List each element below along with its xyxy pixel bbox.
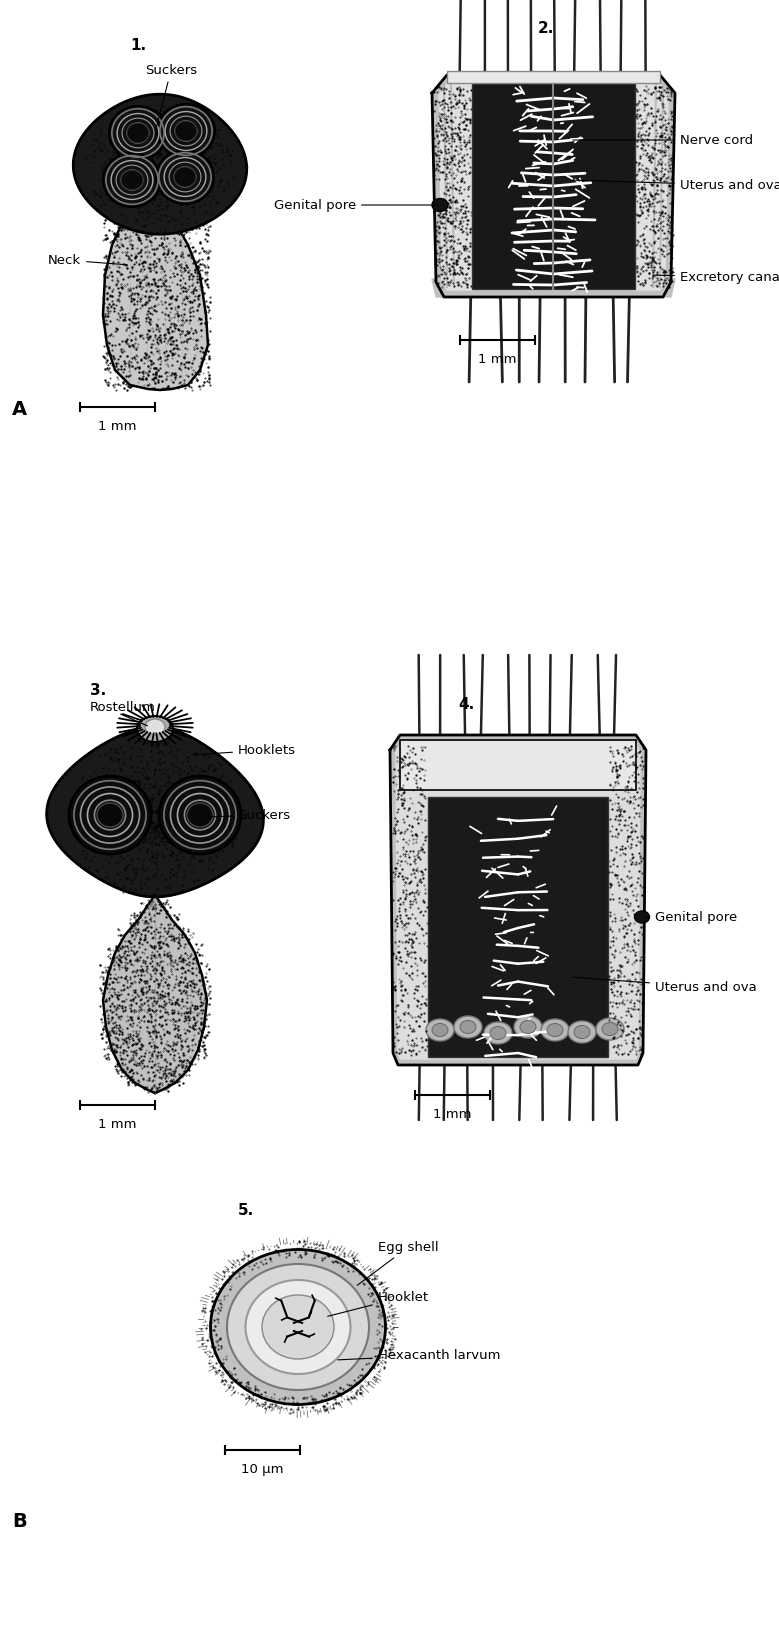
Text: Genital pore: Genital pore: [645, 911, 737, 924]
Ellipse shape: [454, 1015, 482, 1038]
Text: A: A: [12, 401, 27, 419]
Text: Genital pore: Genital pore: [273, 198, 437, 211]
Text: 10 μm: 10 μm: [241, 1463, 284, 1476]
Text: Excretory canal: Excretory canal: [653, 270, 779, 283]
Ellipse shape: [103, 154, 161, 208]
Polygon shape: [103, 894, 207, 1094]
Text: Uterus and ova: Uterus and ova: [573, 978, 756, 994]
Ellipse shape: [109, 106, 167, 160]
Ellipse shape: [127, 123, 149, 142]
Polygon shape: [73, 95, 247, 234]
Ellipse shape: [262, 1295, 334, 1359]
Ellipse shape: [145, 719, 165, 736]
Ellipse shape: [187, 803, 213, 827]
Bar: [472, 83, 635, 289]
Ellipse shape: [602, 1022, 618, 1035]
Text: 1 mm: 1 mm: [433, 1109, 472, 1122]
Text: 1.: 1.: [130, 38, 146, 52]
Text: Suckers: Suckers: [208, 808, 290, 821]
Ellipse shape: [460, 1020, 476, 1033]
Bar: [447, 70, 660, 83]
Ellipse shape: [137, 716, 173, 742]
Ellipse shape: [635, 911, 650, 924]
Ellipse shape: [574, 1025, 590, 1038]
Text: Suckers: Suckers: [145, 64, 197, 131]
Ellipse shape: [174, 167, 196, 186]
Ellipse shape: [210, 1249, 386, 1404]
Text: Rostellum: Rostellum: [90, 701, 156, 714]
Ellipse shape: [69, 777, 151, 853]
Ellipse shape: [227, 1264, 369, 1390]
Ellipse shape: [490, 1027, 506, 1040]
Text: 4.: 4.: [458, 697, 474, 711]
Ellipse shape: [568, 1020, 596, 1043]
Ellipse shape: [596, 1019, 624, 1040]
Text: 1 mm: 1 mm: [98, 1118, 137, 1131]
Polygon shape: [432, 75, 675, 298]
Text: 3.: 3.: [90, 683, 106, 698]
Text: Nerve cord: Nerve cord: [573, 134, 753, 147]
Ellipse shape: [520, 1020, 536, 1033]
Ellipse shape: [514, 1015, 542, 1038]
Ellipse shape: [484, 1022, 512, 1045]
Text: 1 mm: 1 mm: [478, 353, 516, 366]
Polygon shape: [432, 280, 675, 298]
Text: 5.: 5.: [238, 1203, 254, 1218]
Ellipse shape: [541, 1019, 569, 1041]
Bar: [400, 741, 636, 790]
Polygon shape: [103, 185, 208, 391]
Ellipse shape: [97, 803, 123, 827]
Ellipse shape: [245, 1280, 351, 1373]
Ellipse shape: [159, 777, 241, 853]
Polygon shape: [390, 736, 646, 1064]
Text: Hooklets: Hooklets: [192, 744, 296, 757]
Text: Uterus and ova: Uterus and ova: [573, 178, 779, 191]
Ellipse shape: [547, 1024, 563, 1037]
Ellipse shape: [121, 170, 143, 190]
Polygon shape: [47, 728, 263, 898]
Ellipse shape: [432, 198, 448, 211]
Text: Hexacanth larvum: Hexacanth larvum: [338, 1349, 500, 1362]
Bar: [428, 796, 608, 1056]
Polygon shape: [396, 741, 640, 1059]
Text: 1 mm: 1 mm: [98, 420, 137, 433]
Ellipse shape: [426, 1019, 454, 1041]
Text: Egg shell: Egg shell: [358, 1241, 439, 1285]
Ellipse shape: [157, 105, 215, 159]
Text: 2.: 2.: [538, 21, 555, 36]
Polygon shape: [439, 82, 668, 289]
Ellipse shape: [175, 121, 197, 141]
Text: Neck: Neck: [48, 253, 127, 267]
Ellipse shape: [156, 150, 214, 204]
Text: B: B: [12, 1512, 26, 1530]
Ellipse shape: [432, 1024, 448, 1037]
Text: Hooklet: Hooklet: [328, 1290, 429, 1316]
